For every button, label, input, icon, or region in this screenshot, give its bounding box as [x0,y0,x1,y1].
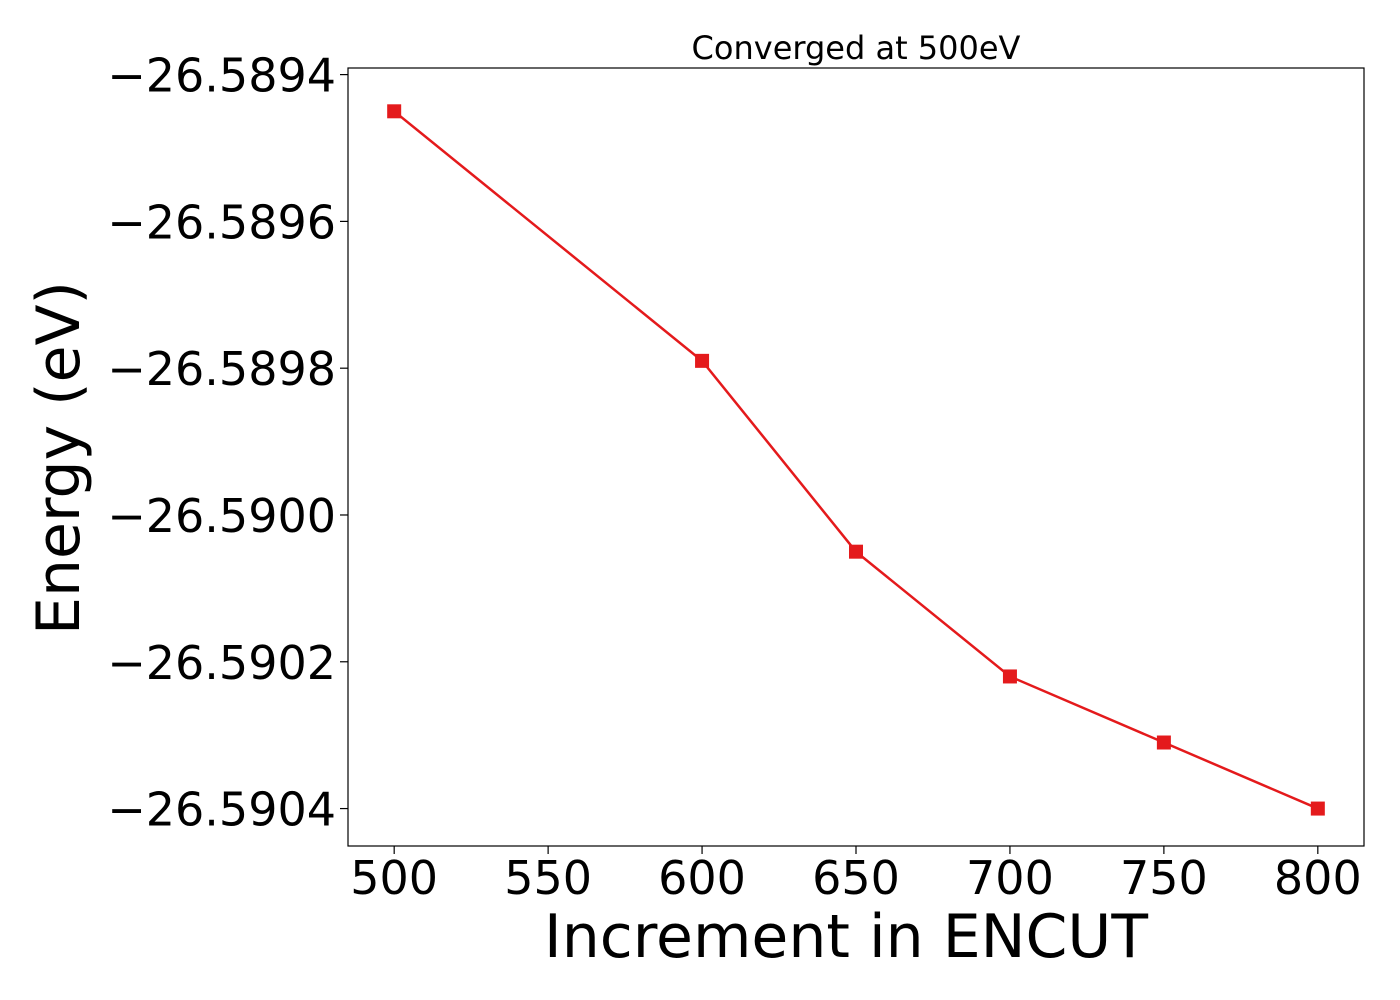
x-tick-label: 550 [504,851,592,905]
x-tick-label: 750 [1120,851,1208,905]
series-line [393,110,1319,810]
data-point [387,104,402,119]
y-tick-label: −26.5894 [107,49,336,103]
x-axis-label: Increment in ENCUT [544,902,1148,972]
data-point [1002,669,1017,684]
data-point [695,353,710,368]
x-tick-label: 800 [1274,851,1362,905]
data-point [1310,801,1325,816]
y-tick-label: −26.5902 [107,636,336,690]
x-tick-label: 500 [350,851,438,905]
x-axis: 500 550 600 650 700 750 800 [350,846,1362,905]
series-markers [387,104,1325,816]
x-tick-label: 600 [658,851,746,905]
y-tick-label: −26.5896 [107,195,336,249]
y-tick-label: −26.5900 [107,489,336,543]
x-tick-label: 700 [966,851,1054,905]
y-tick-label: −26.5904 [107,783,336,837]
x-tick-label: 650 [812,851,900,905]
y-axis-label: Energy (eV) [24,281,94,635]
chart-title: Converged at 500eV [692,29,1021,67]
y-tick-label: −26.5898 [107,342,336,396]
data-point [849,544,863,559]
y-axis: −26.5894 −26.5896 −26.5898 −26.5900 −26.5902… [107,49,348,837]
data-point [1156,735,1171,750]
plot-area [347,67,1365,847]
